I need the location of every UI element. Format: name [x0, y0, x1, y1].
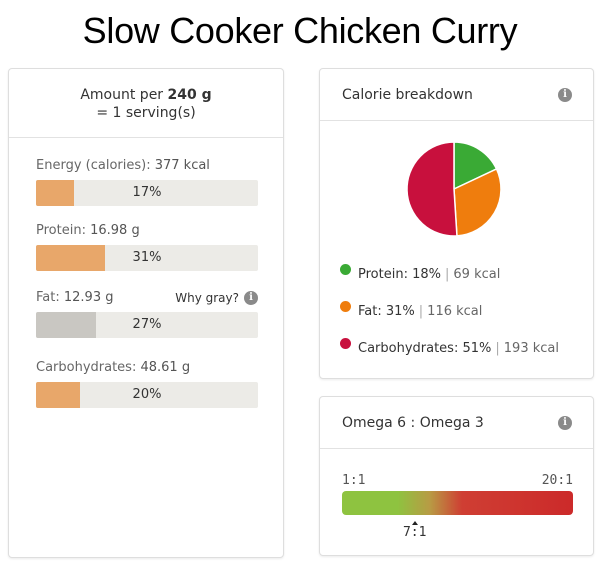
daily-value-fill: [36, 180, 74, 206]
amount-value: 240 g: [167, 87, 212, 103]
legend-dot: [340, 301, 351, 312]
legend-protein: Protein: 18% | 69 kcal: [340, 264, 501, 284]
pie-slice-carbohydrates: [406, 141, 458, 237]
pie-slice-protein: [453, 141, 498, 191]
nutrient-value: 48.61 g: [140, 360, 191, 375]
info-icon[interactable]: i: [244, 291, 258, 305]
legend-fat: Fat: 31% | 116 kcal: [340, 301, 483, 321]
daily-value-percent: 27%: [132, 317, 162, 332]
nutrient-carbohydrates: Carbohydrates: 48.61 g 20%: [36, 359, 258, 408]
daily-value-percent: 17%: [132, 185, 162, 200]
legend-name: Carbohydrates:: [358, 341, 459, 356]
omega-scale-min: 1:1: [342, 473, 366, 488]
daily-value-percent: 20%: [132, 387, 162, 402]
amount-prefix: Amount per: [80, 87, 164, 103]
legend-name: Protein:: [358, 267, 408, 282]
nutrient-value: 16.98 g: [90, 223, 140, 238]
nutrient-label: Carbohydrates: 48.61 g: [36, 359, 258, 377]
pie-slice-fat: [453, 167, 502, 237]
legend-percent: 18%: [412, 267, 441, 282]
nutrient-protein: Protein: 16.98 g 31%: [36, 222, 258, 271]
daily-value-bar: 31%: [36, 245, 258, 271]
nutrient-label: Protein: 16.98 g: [36, 222, 258, 240]
nutrient-label: Energy (calories): 377 kcal: [36, 157, 258, 175]
omega-title: Omega 6 : Omega 3: [342, 415, 484, 431]
daily-value-fill: [36, 312, 96, 338]
legend-kcal: 193 kcal: [503, 341, 559, 356]
page-title: Slow Cooker Chicken Curry: [82, 10, 518, 51]
daily-value-percent: 31%: [132, 250, 162, 265]
calorie-breakdown-card: Calorie breakdown i Protein: 18% | 69 kcal…: [319, 68, 594, 379]
legend-dot: [340, 338, 351, 349]
calorie-pie-chart: [406, 141, 502, 237]
nutrient-energy: Energy (calories): 377 kcal 17%: [36, 157, 258, 206]
legend-kcal: 116 kcal: [427, 304, 483, 319]
legend-carbohydrates: Carbohydrates: 51% | 193 kcal: [340, 338, 559, 358]
nutrition-card: Amount per 240 g = 1 serving(s) Energy (…: [8, 68, 284, 558]
daily-value-bar: 17%: [36, 180, 258, 206]
info-icon[interactable]: i: [558, 416, 572, 430]
serving-line: = 1 serving(s): [96, 105, 196, 121]
daily-value-bar: 27%: [36, 312, 258, 338]
nutrient-label: Fat: 12.93 g Why gray? i: [36, 289, 258, 307]
omega-marker-label: 7:1: [402, 525, 427, 540]
legend-name: Fat:: [358, 304, 382, 319]
calorie-breakdown-title: Calorie breakdown: [342, 87, 473, 103]
serving-header: Amount per 240 g = 1 serving(s): [9, 69, 283, 138]
legend-percent: 51%: [462, 341, 492, 356]
info-icon[interactable]: i: [558, 88, 572, 102]
omega-marker-arrow: [411, 521, 418, 525]
nutrient-value: 12.93 g: [63, 290, 114, 305]
daily-value-fill: [36, 382, 81, 408]
omega-ratio-bar: [342, 491, 573, 515]
omega-ratio-card: Omega 6 : Omega 3 i 1:1 20:1 7:1: [319, 396, 594, 556]
legend-kcal: 69 kcal: [453, 267, 501, 282]
why-gray-label: Why gray?: [175, 291, 239, 305]
nutrient-name: Protein:: [36, 223, 86, 238]
legend-dot: [340, 264, 351, 275]
nutrient-fat: Fat: 12.93 g Why gray? i 27%: [36, 289, 258, 338]
nutrient-name: Carbohydrates:: [36, 360, 137, 375]
omega-scale-max: 20:1: [541, 473, 573, 488]
nutrient-name: Energy (calories):: [36, 158, 151, 173]
legend-percent: 31%: [385, 304, 415, 319]
why-gray-link[interactable]: Why gray? i: [175, 289, 258, 307]
omega-header: Omega 6 : Omega 3 i: [320, 397, 593, 449]
nutrient-value: 377 kcal: [154, 158, 210, 173]
amount-line: Amount per 240 g: [9, 86, 283, 104]
calorie-breakdown-header: Calorie breakdown i: [320, 69, 593, 121]
daily-value-fill: [36, 245, 105, 271]
nutrient-name: Fat:: [36, 290, 60, 305]
daily-value-bar: 20%: [36, 382, 258, 408]
